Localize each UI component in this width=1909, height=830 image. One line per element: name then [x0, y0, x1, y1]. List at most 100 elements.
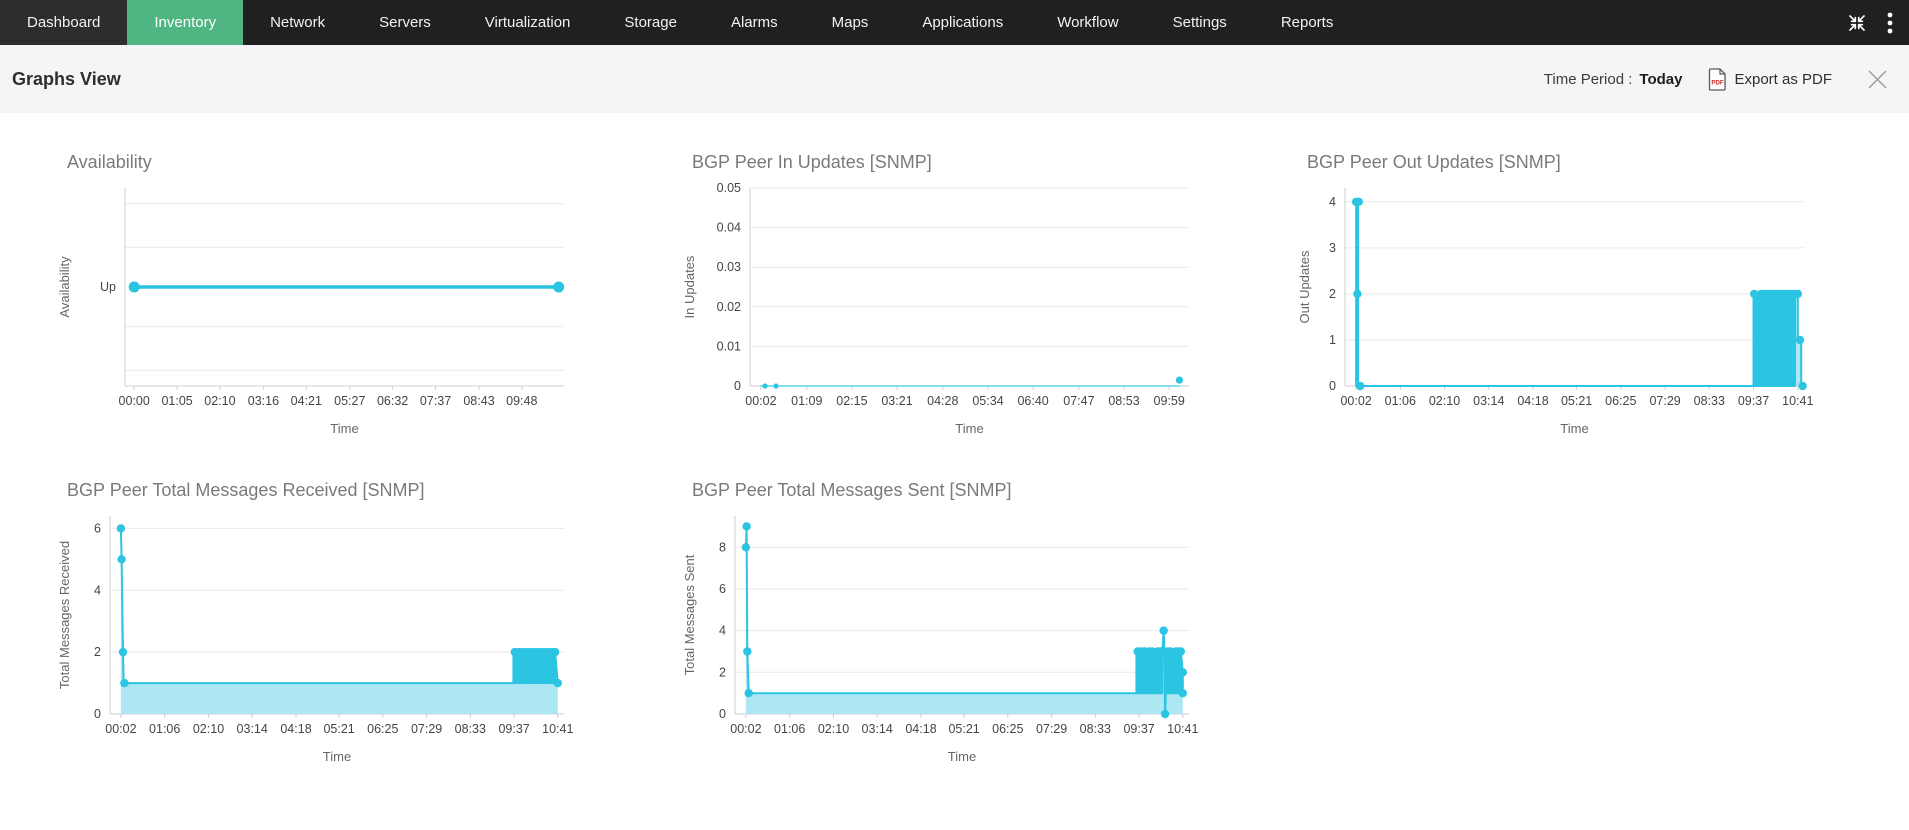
svg-text:Total Messages Sent: Total Messages Sent — [682, 554, 697, 675]
svg-text:8: 8 — [719, 540, 726, 554]
svg-text:05:21: 05:21 — [323, 722, 354, 736]
svg-text:00:02: 00:02 — [730, 722, 761, 736]
svg-text:00:00: 00:00 — [119, 394, 150, 408]
svg-text:0.04: 0.04 — [717, 221, 741, 235]
collapse-icon[interactable] — [1847, 13, 1867, 33]
svg-text:Up: Up — [100, 280, 116, 294]
svg-text:0.03: 0.03 — [717, 260, 741, 274]
nav-right-controls — [1847, 0, 1909, 45]
svg-text:02:15: 02:15 — [836, 394, 867, 408]
svg-text:07:47: 07:47 — [1063, 394, 1094, 408]
svg-text:03:14: 03:14 — [1473, 394, 1504, 408]
nav-item-reports[interactable]: Reports — [1280, 14, 1334, 31]
svg-text:00:02: 00:02 — [745, 394, 776, 408]
nav-item-dashboard[interactable]: Dashboard — [0, 0, 128, 45]
svg-text:10:41: 10:41 — [1782, 394, 1813, 408]
svg-text:0: 0 — [94, 707, 101, 721]
chart-title: BGP Peer In Updates [SNMP] — [692, 152, 932, 172]
svg-text:07:29: 07:29 — [1649, 394, 1680, 408]
bgp-peer-total-messages-received-chart-plot[interactable]: 0 2 4 6 00:02 01:06 02:10 03:14 04:18 05:21 06:25 0… — [55, 506, 580, 768]
svg-text:05:21: 05:21 — [1561, 394, 1592, 408]
svg-text:05:21: 05:21 — [948, 722, 979, 736]
svg-text:Total Messages Received: Total Messages Received — [57, 541, 72, 689]
svg-text:04:18: 04:18 — [280, 722, 311, 736]
export-pdf-button[interactable]: PDF Export as PDF — [1708, 67, 1832, 91]
svg-text:2: 2 — [1329, 287, 1336, 301]
svg-text:08:53: 08:53 — [1108, 394, 1139, 408]
nav-item-servers[interactable]: Servers — [379, 14, 431, 31]
nav-item-alarms[interactable]: Alarms — [730, 14, 778, 31]
svg-text:10:41: 10:41 — [542, 722, 573, 736]
availability-chart-plot[interactable]: Up 00:00 01:05 02:10 03:16 04:21 05:27 06:32 07:… — [55, 178, 580, 440]
kebab-menu-icon[interactable] — [1887, 12, 1893, 34]
svg-text:07:37: 07:37 — [420, 394, 451, 408]
nav-item-network[interactable]: Network — [270, 14, 326, 31]
svg-text:03:21: 03:21 — [881, 394, 912, 408]
nav-item-storage[interactable]: Storage — [624, 14, 677, 31]
svg-text:2: 2 — [94, 645, 101, 659]
svg-text:01:05: 01:05 — [161, 394, 192, 408]
svg-text:06:25: 06:25 — [992, 722, 1023, 736]
svg-text:0.05: 0.05 — [717, 181, 741, 195]
svg-text:Availability: Availability — [57, 256, 72, 318]
svg-text:Time: Time — [323, 749, 351, 764]
graphs-view-header: Graphs View Time Period : Today PDF Expo… — [0, 45, 1909, 113]
svg-text:08:33: 08:33 — [455, 722, 486, 736]
nav-item-maps[interactable]: Maps — [831, 14, 869, 31]
svg-text:6: 6 — [94, 521, 101, 535]
nav-item-workflow[interactable]: Workflow — [1057, 14, 1119, 31]
chart-title: BGP Peer Total Messages Received [SNMP] — [67, 480, 425, 500]
svg-text:09:37: 09:37 — [498, 722, 529, 736]
chart-title: BGP Peer Out Updates [SNMP] — [1307, 152, 1561, 172]
svg-text:09:37: 09:37 — [1123, 722, 1154, 736]
svg-text:Time: Time — [330, 421, 358, 436]
svg-text:09:48: 09:48 — [506, 394, 537, 408]
svg-text:02:10: 02:10 — [1429, 394, 1460, 408]
svg-text:07:29: 07:29 — [1036, 722, 1067, 736]
chart-availability: Availability Up 00:00 01:05 02:10 03:16 04:21… — [55, 150, 590, 440]
svg-text:0.01: 0.01 — [717, 339, 741, 353]
bgp-peer-in-updates-chart-plot[interactable]: 0 0.01 0.02 0.03 0.04 0.05 00:02 01:09 02:15 03:2… — [680, 178, 1205, 440]
svg-text:04:21: 04:21 — [291, 394, 322, 408]
svg-text:09:59: 09:59 — [1154, 394, 1185, 408]
svg-text:00:02: 00:02 — [105, 722, 136, 736]
svg-text:4: 4 — [94, 583, 101, 597]
svg-text:0: 0 — [1329, 379, 1336, 393]
svg-text:01:06: 01:06 — [774, 722, 805, 736]
svg-text:02:10: 02:10 — [204, 394, 235, 408]
svg-text:06:25: 06:25 — [367, 722, 398, 736]
chart-bgp-peer-total-messages-sent: BGP Peer Total Messages Sent [SNMP] 0 2 4 6… — [680, 478, 1215, 768]
close-icon — [1868, 70, 1887, 88]
svg-text:Out Updates: Out Updates — [1297, 250, 1312, 323]
close-button[interactable] — [1864, 66, 1891, 93]
nav-item-virtualization[interactable]: Virtualization — [484, 14, 571, 31]
svg-text:Time: Time — [955, 421, 983, 436]
bgp-peer-out-updates-chart-plot[interactable]: 0 1 2 3 4 00:02 01:06 02:10 03:14 04:18 05:21 06:25… — [1295, 178, 1820, 440]
svg-text:2: 2 — [719, 665, 726, 679]
bgp-peer-total-messages-sent-chart-plot[interactable]: 0 2 4 6 8 00:02 01:06 02:10 03:14 04:18 05:21 06:25… — [680, 506, 1205, 768]
svg-text:PDF: PDF — [1712, 79, 1725, 86]
svg-text:1: 1 — [1329, 333, 1336, 347]
svg-text:06:32: 06:32 — [377, 394, 408, 408]
nav-item-inventory[interactable]: Inventory — [127, 0, 244, 45]
svg-text:0.02: 0.02 — [717, 300, 741, 314]
svg-text:09:37: 09:37 — [1738, 394, 1769, 408]
svg-text:04:18: 04:18 — [1517, 394, 1548, 408]
svg-text:00:02: 00:02 — [1340, 394, 1371, 408]
svg-text:08:33: 08:33 — [1694, 394, 1725, 408]
svg-text:05:27: 05:27 — [334, 394, 365, 408]
svg-text:4: 4 — [1329, 195, 1336, 209]
nav-item-settings[interactable]: Settings — [1172, 14, 1227, 31]
page-title: Graphs View — [12, 68, 121, 89]
svg-text:04:18: 04:18 — [905, 722, 936, 736]
svg-text:03:14: 03:14 — [237, 722, 268, 736]
time-period-value[interactable]: Today — [1639, 70, 1683, 88]
svg-text:03:14: 03:14 — [862, 722, 893, 736]
svg-text:Time: Time — [1560, 421, 1588, 436]
chart-title: Availability — [67, 152, 152, 172]
chart-bgp-peer-in-updates: BGP Peer In Updates [SNMP] 0 0.01 0.02 0.03… — [680, 150, 1215, 440]
svg-text:01:06: 01:06 — [1385, 394, 1416, 408]
svg-text:01:09: 01:09 — [791, 394, 822, 408]
nav-item-applications[interactable]: Applications — [922, 14, 1004, 31]
